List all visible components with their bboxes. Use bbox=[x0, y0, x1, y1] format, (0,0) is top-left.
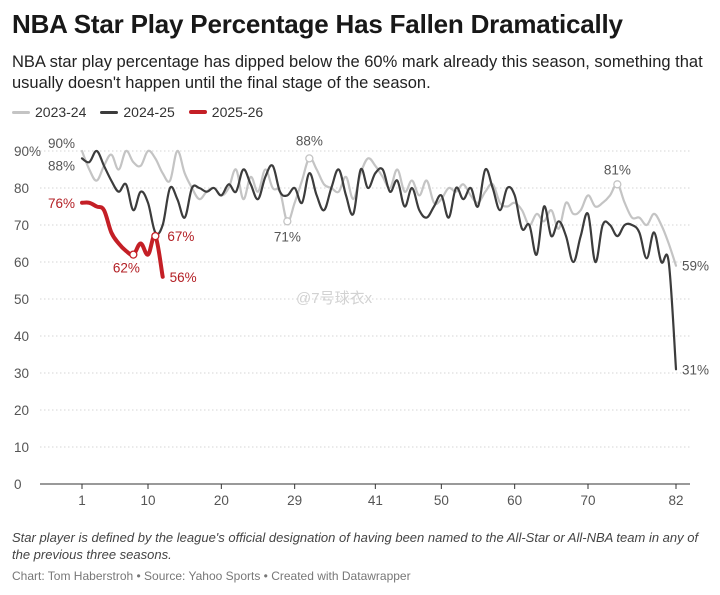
y-tick-label: 10 bbox=[14, 440, 29, 455]
annotation-marker bbox=[305, 154, 314, 163]
legend-label: 2024-25 bbox=[123, 104, 175, 120]
gridlines bbox=[40, 150, 690, 485]
annotations: 90% 88% 76% 62% 67% 56% 71% 88% 81% 59% 31% bbox=[47, 132, 711, 379]
y-tick-label: 70 bbox=[14, 218, 29, 233]
x-tick-label: 82 bbox=[668, 493, 683, 508]
annotation-label: 90% bbox=[48, 136, 75, 151]
chart-legend: 2023-24 2024-25 2025-26 bbox=[12, 104, 277, 120]
x-tick-label: 10 bbox=[140, 493, 155, 508]
series-line-2025-26 bbox=[80, 200, 165, 279]
x-tick-label: 20 bbox=[214, 493, 229, 508]
legend-item-2024-25: 2024-25 bbox=[100, 104, 175, 120]
legend-swatch bbox=[12, 110, 30, 114]
annotation-label: 31% bbox=[682, 362, 709, 377]
y-tick-label: 40 bbox=[14, 329, 29, 344]
chart-subtitle: NBA star play percentage has dipped belo… bbox=[12, 53, 703, 92]
legend-swatch bbox=[188, 110, 207, 114]
annotation-marker bbox=[151, 231, 160, 241]
annotation-label: 67% bbox=[167, 229, 194, 244]
line-chart: 90% 88% 76% 62% 67% 56% 71% 88% 81% 59% 31% 0 10 20 3… bbox=[14, 132, 711, 508]
legend-label: 2023-24 bbox=[35, 104, 87, 120]
x-tick-label: 60 bbox=[507, 493, 522, 508]
annotation-label: 62% bbox=[113, 261, 140, 276]
y-tick-label: 30 bbox=[14, 366, 29, 381]
legend-swatch bbox=[100, 110, 119, 114]
series-lines bbox=[80, 149, 678, 371]
watermark: @7号球衣x bbox=[296, 290, 373, 307]
annotation-marker bbox=[283, 217, 292, 226]
y-tick-label: 50 bbox=[14, 292, 29, 307]
axes: 0 10 20 30 40 50 60 70 80 90% 1 10 20 29 41 50 60 70 82 bbox=[14, 144, 684, 508]
y-tick-label: 80 bbox=[14, 181, 29, 196]
y-tick-label: 0 bbox=[14, 477, 22, 492]
x-tick-label: 41 bbox=[368, 493, 383, 508]
annotation-label: 59% bbox=[682, 259, 709, 274]
x-tick-label: 70 bbox=[580, 493, 595, 508]
annotation-label: 76% bbox=[48, 196, 75, 211]
y-tick-label: 20 bbox=[14, 403, 29, 418]
annotation-label: 56% bbox=[170, 270, 197, 285]
x-tick-label: 29 bbox=[287, 493, 302, 508]
chart-title: NBA Star Play Percentage Has Fallen Dram… bbox=[12, 9, 623, 39]
y-tick-label: 60 bbox=[14, 255, 29, 270]
x-tick-label: 50 bbox=[434, 493, 449, 508]
series-line-2023-24 bbox=[80, 149, 678, 267]
legend-label: 2025-26 bbox=[211, 104, 264, 120]
annotation-label: 88% bbox=[296, 133, 323, 148]
series-line-2024-25 bbox=[80, 149, 678, 371]
legend-item-2025-26: 2025-26 bbox=[188, 104, 264, 120]
credit-line: Chart: Tom Haberstroh • Source: Yahoo Sp… bbox=[12, 569, 411, 583]
annotation-marker bbox=[613, 180, 622, 189]
annotation-label: 81% bbox=[604, 162, 631, 177]
x-tick-label: 1 bbox=[78, 493, 86, 508]
annotation-marker bbox=[129, 250, 138, 259]
footnote: Star player is defined by the league's o… bbox=[12, 530, 699, 562]
annotation-label: 88% bbox=[48, 158, 75, 173]
annotation-label: 71% bbox=[274, 229, 301, 244]
legend-item-2023-24: 2023-24 bbox=[12, 104, 86, 120]
y-tick-label: 90% bbox=[14, 144, 41, 159]
